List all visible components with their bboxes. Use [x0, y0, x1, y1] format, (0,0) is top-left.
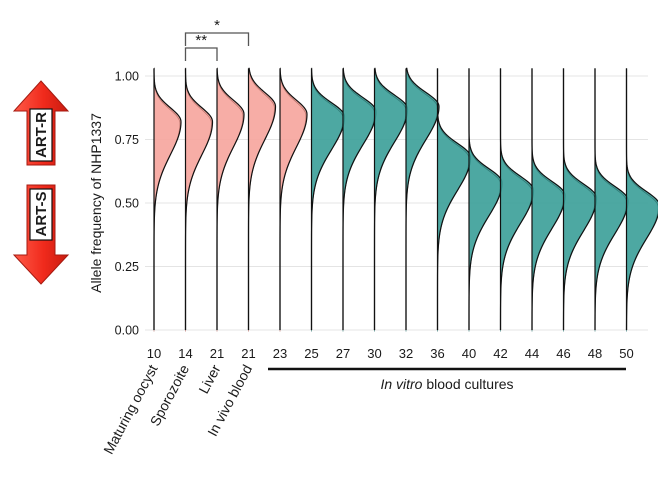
distribution-fill [343, 68, 376, 330]
distribution-46 [564, 68, 597, 331]
distribution-fill [375, 68, 408, 330]
distribution-42 [501, 68, 534, 331]
distribution-fill [501, 68, 534, 330]
distribution-fill [595, 68, 628, 330]
group-label-italic: In vitro [380, 376, 422, 392]
x-tick-label: 44 [525, 346, 539, 361]
y-tick-label: 1.00 [115, 70, 139, 84]
distribution-14 [186, 68, 213, 331]
distribution-fill [532, 68, 565, 330]
x-tick-label: 21 [241, 346, 255, 361]
x-tick-label: 30 [367, 346, 381, 361]
x-tick-label: 21 [210, 346, 224, 361]
significance-bracket [186, 48, 218, 61]
group-label-rest: blood cultures [422, 376, 513, 392]
distribution-fill [312, 68, 345, 330]
distribution-10 [154, 68, 181, 331]
x-tick-label: 25 [304, 346, 318, 361]
distribution-36 [438, 68, 471, 331]
y-tick-label: 0.75 [115, 133, 139, 147]
distribution-44 [532, 68, 565, 331]
art-r-label: ART-R [33, 112, 50, 158]
group-label: In vitro blood cultures [380, 376, 513, 392]
distribution-23 [280, 68, 307, 331]
distribution-30 [375, 68, 408, 331]
y-axis: 0.00 0.25 0.50 0.75 1.00 Allele frequency of … [88, 70, 139, 338]
y-axis-title: Allele frequency of NHP1337 [88, 113, 104, 293]
x-tick-label: 46 [556, 346, 570, 361]
x-tick-label: 50 [619, 346, 633, 361]
stage-label: Maturing oocyst [100, 362, 161, 457]
distribution-40 [469, 68, 502, 331]
x-tick-label: 48 [588, 346, 602, 361]
distribution-27 [343, 68, 376, 331]
distribution-fill [280, 68, 307, 330]
x-tick-label: 23 [273, 346, 287, 361]
distribution-fill [469, 68, 502, 330]
x-axis: 10 14 21 21 23 25 27 30 32 36 40 42 44 46 48 50 [147, 346, 634, 361]
distribution-fill [249, 68, 276, 330]
x-tick-label: 40 [462, 346, 476, 361]
significance-label: * [214, 17, 220, 34]
distribution-fill [406, 68, 439, 330]
distribution-fill [217, 68, 244, 330]
x-tick-label: 32 [399, 346, 413, 361]
distribution-25 [312, 68, 345, 331]
distribution-fill [564, 68, 597, 330]
x-tick-label: 10 [147, 346, 161, 361]
y-tick-label: 0.25 [115, 260, 139, 274]
distribution-21 [217, 68, 244, 331]
distribution-fill [438, 68, 471, 330]
y-tick-label: 0.50 [115, 197, 139, 211]
x-tick-label: 42 [493, 346, 507, 361]
y-tick-label: 0.00 [115, 324, 139, 338]
stage-label: Liver [195, 362, 224, 397]
art-arrows: ART-R ART-S [14, 81, 68, 284]
in-vitro-group: In vitro blood cultures [268, 369, 626, 392]
significance-brackets: *** [186, 17, 249, 61]
significance-label: ** [195, 32, 207, 49]
x-tick-label: 27 [336, 346, 350, 361]
distribution-48 [595, 68, 628, 331]
distribution-50 [627, 68, 658, 331]
art-s-label: ART-S [33, 192, 50, 237]
distribution-21 [249, 68, 276, 331]
distribution-32 [406, 68, 439, 331]
distributions [154, 68, 658, 331]
x-tick-label: 36 [430, 346, 444, 361]
x-tick-label: 14 [178, 346, 192, 361]
